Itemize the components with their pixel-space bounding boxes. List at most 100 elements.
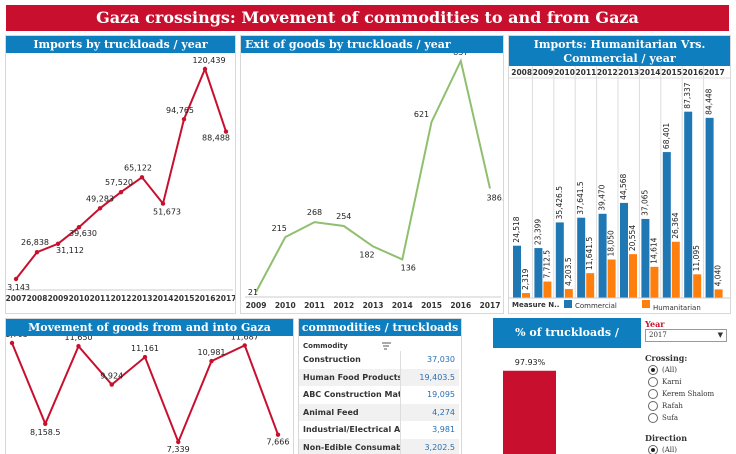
table-row[interactable]: Animal Feed 4,274	[299, 403, 459, 422]
table-row[interactable]: Human Food Products 19,403.5	[299, 368, 459, 387]
bar-label: 7,712.5	[542, 250, 551, 279]
x-tick-label: 2012	[333, 301, 354, 310]
data-point	[118, 189, 124, 195]
x-tick-label: 2013	[363, 301, 384, 310]
legend-label-humanitarian: Humanitarian	[653, 304, 701, 312]
pct-title: % of truckloads / crossing	[493, 318, 641, 369]
hum-com-title: Imports: Humanitarian Vrs. Commercial / …	[509, 36, 730, 66]
table-row[interactable]: ABC Construction Mat.. 19,095	[299, 386, 459, 404]
x-tick-label: 2015	[174, 294, 195, 303]
bar-commercial	[555, 222, 564, 298]
bar-label: 11,095	[692, 245, 701, 271]
category-header: 2011	[575, 68, 596, 77]
commodity-name: Animal Feed	[303, 407, 359, 417]
bar-label: 4,040	[714, 265, 723, 287]
data-label: 120,439	[192, 56, 225, 65]
hum-com-panel: Imports: Humanitarian Vrs. Commercial / …	[508, 35, 731, 314]
x-tick-label: 2017	[480, 301, 501, 310]
bar-label: 23,399	[533, 219, 542, 245]
x-tick-label: 2009	[246, 301, 267, 310]
x-tick-label: 2014	[392, 301, 413, 310]
data-point	[202, 66, 208, 72]
bar-label: 14,614	[649, 237, 658, 263]
pct-bar	[503, 370, 556, 454]
bar-label: 11,641.5	[585, 237, 594, 271]
bar-humanitarian	[543, 281, 552, 298]
bar-commercial	[684, 111, 693, 299]
radio-label: Rafah	[662, 402, 683, 410]
bar-label: 68,401	[662, 123, 671, 149]
bar-commercial	[620, 202, 628, 298]
data-label: 10,981	[198, 348, 226, 357]
cell-divider	[400, 368, 401, 387]
sort-icon[interactable]	[382, 342, 392, 350]
cell-divider	[400, 438, 401, 454]
commodity-value: 3,981	[432, 425, 455, 434]
commodity-value: 3,202.5	[424, 442, 455, 452]
data-label: 31,112	[56, 246, 84, 255]
bar-humanitarian	[693, 274, 702, 298]
category-header: 2009	[533, 68, 554, 77]
bar-humanitarian	[650, 266, 659, 298]
data-label: 215	[272, 224, 287, 233]
commodities-panel: commodities / truckloads Commodity Const…	[298, 318, 462, 454]
series-line	[255, 57, 491, 293]
commodity-value: 4,274	[432, 407, 455, 417]
year-select-value: 2017	[649, 331, 667, 339]
x-tick-label: 2010	[69, 294, 90, 303]
bar-commercial	[534, 248, 543, 298]
data-point	[55, 241, 61, 247]
radio-circle-icon[interactable]	[648, 377, 658, 387]
radio-circle-icon[interactable]	[648, 413, 658, 423]
data-label: 837	[453, 53, 468, 57]
movement-chart: 11,795 8,158.5 11,650 9,924 11,161 7,339 10,98…	[6, 336, 289, 454]
exports-title: Exit of goods by truckloads / year	[241, 36, 503, 53]
table-row[interactable]: Non-Edible Consumab.. 3,202.5	[299, 438, 459, 454]
cell-divider	[400, 421, 401, 439]
data-label: 8,158.5	[30, 428, 61, 437]
bar-label: 26,364	[671, 212, 680, 238]
data-label: 13,143	[6, 283, 30, 292]
commodity-name: Industrial/Electrical A..	[303, 425, 401, 434]
x-tick-label: 2011	[304, 301, 325, 310]
data-label: 182	[359, 250, 374, 259]
radio-circle-icon[interactable]	[648, 365, 658, 375]
commodity-name: ABC Construction Mat..	[303, 390, 401, 399]
table-row[interactable]: Industrial/Electrical A.. 3,981	[299, 421, 459, 439]
bar-humanitarian	[564, 289, 573, 298]
data-label: 7,339	[167, 445, 190, 454]
commodity-name: Human Food Products	[303, 372, 401, 382]
bar-commercial	[577, 217, 586, 298]
bar-label: 35,426.5	[555, 186, 564, 220]
data-label: 268	[307, 208, 322, 217]
data-point	[43, 421, 48, 426]
cell-divider	[400, 351, 401, 369]
legend-swatch-commercial	[564, 300, 572, 308]
year-select[interactable]: 2017 ▼	[645, 329, 727, 342]
radio-circle-icon[interactable]	[648, 445, 658, 454]
data-point	[76, 224, 82, 230]
movement-title: Movement of goods from and into Gaza	[6, 319, 293, 336]
data-label: 21	[248, 288, 258, 297]
commodity-name: Non-Edible Consumab..	[303, 442, 401, 452]
x-tick-label: 2010	[275, 301, 296, 310]
data-point	[181, 117, 187, 122]
radio-circle-icon[interactable]	[648, 401, 658, 411]
data-point	[97, 206, 103, 211]
radio-circle-icon[interactable]	[648, 389, 658, 399]
data-label: 57,520	[105, 178, 133, 187]
x-tick-label: 2012	[111, 294, 132, 303]
table-row[interactable]: Construction 37,030	[299, 351, 459, 369]
cell-divider	[400, 403, 401, 422]
crossing-label: Crossing:	[645, 353, 688, 363]
cell-divider	[400, 386, 401, 404]
data-label: 11,687	[231, 336, 259, 341]
bar-label: 84,448	[705, 88, 714, 114]
data-point	[176, 439, 181, 445]
data-label: 254	[336, 212, 351, 221]
filters-panel: Year 2017 ▼ Crossing: (All) Karni Kerem Sh…	[645, 318, 733, 454]
data-label: 94,765	[166, 106, 194, 115]
bar-humanitarian	[629, 254, 637, 298]
bar-commercial	[662, 152, 671, 298]
pct-panel: % of truckloads / crossing 97.93%	[493, 318, 641, 454]
